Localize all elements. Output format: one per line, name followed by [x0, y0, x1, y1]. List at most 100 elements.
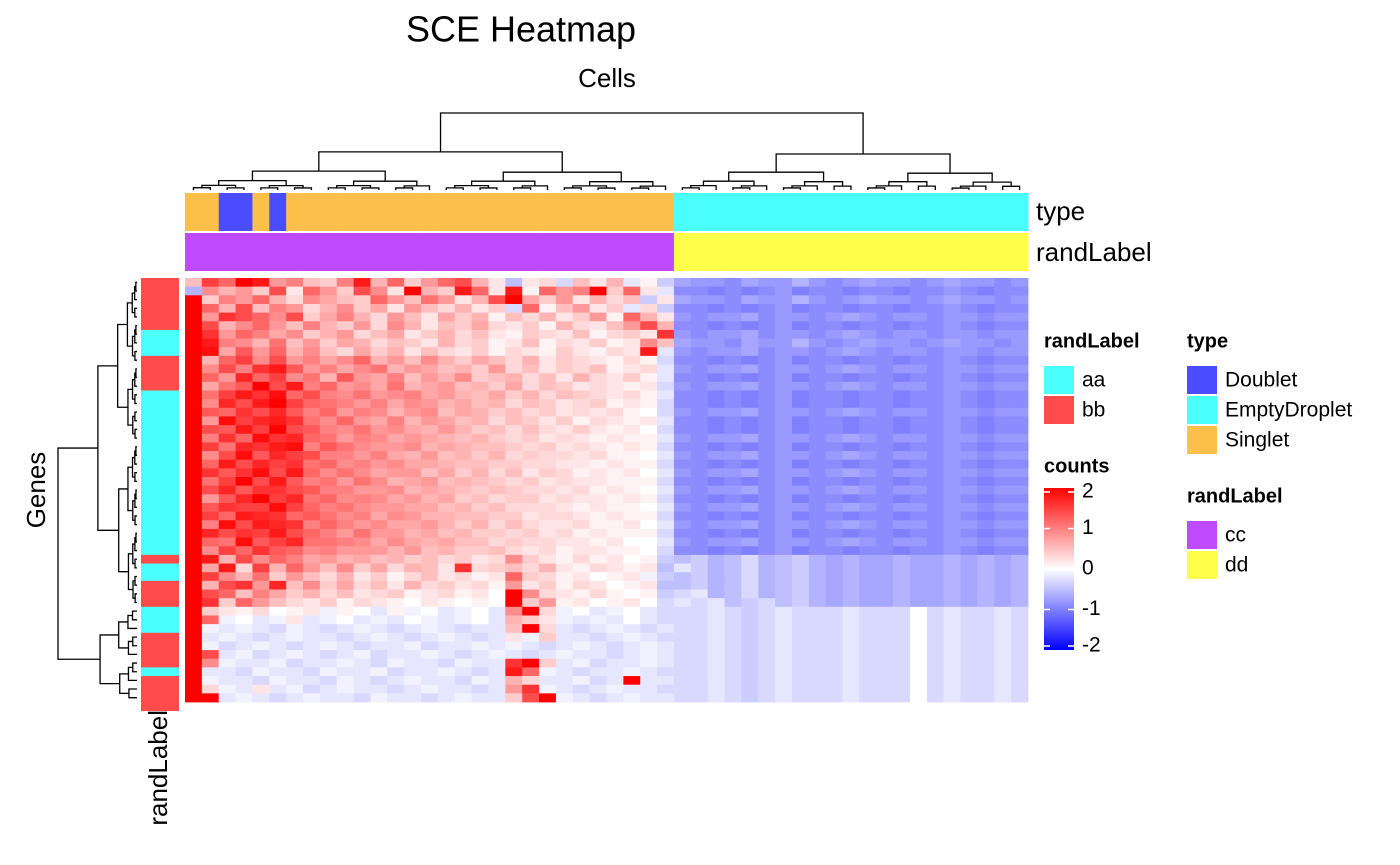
heatmap-cell — [303, 641, 321, 651]
heatmap-cell — [741, 667, 759, 677]
heatmap-cell — [505, 399, 523, 409]
heatmap-cell — [286, 425, 304, 435]
heatmap-cell — [589, 355, 607, 365]
heatmap-cell — [606, 321, 624, 331]
heatmap-cell — [404, 658, 422, 668]
heatmap-cell — [825, 598, 843, 608]
heatmap-cell — [201, 373, 220, 383]
heatmap-cell — [893, 329, 911, 339]
heatmap-cell — [555, 572, 574, 582]
heatmap-cell — [471, 546, 489, 556]
heatmap-cell — [724, 494, 742, 504]
heatmap-cell — [791, 537, 810, 547]
heatmap-cell — [421, 563, 439, 573]
heatmap-cell — [336, 407, 354, 417]
heatmap-cell — [943, 338, 961, 348]
heatmap-cell — [235, 572, 253, 582]
heatmap-cell — [741, 528, 759, 538]
heatmap-cell — [640, 667, 658, 677]
heatmap-cell — [201, 580, 220, 590]
heatmap-cell — [454, 511, 473, 521]
heatmap-cell — [724, 390, 742, 400]
heatmap-cell — [387, 520, 405, 530]
heatmap-cell — [1011, 407, 1029, 417]
heatmap-cell — [724, 468, 742, 478]
heatmap-cell — [336, 286, 354, 296]
heatmap-cell — [876, 390, 894, 400]
heatmap-cell — [960, 494, 978, 504]
heatmap-cell — [539, 364, 557, 374]
row-annotation-cell — [141, 364, 179, 374]
legend-title: type — [1187, 330, 1228, 352]
heatmap-cell — [387, 329, 405, 339]
heatmap-cell — [690, 459, 709, 469]
heatmap-cell — [336, 442, 354, 452]
heatmap-cell — [286, 442, 304, 452]
heatmap-cell — [994, 667, 1012, 677]
heatmap-cell — [218, 641, 236, 651]
heatmap-cell — [825, 624, 843, 634]
heatmap-cell — [404, 589, 422, 599]
heatmap-cell — [876, 494, 894, 504]
heatmap-cell — [994, 364, 1012, 374]
heatmap-cell — [640, 520, 658, 530]
heatmap-cell — [1011, 451, 1029, 461]
heatmap-cell — [640, 355, 658, 365]
heatmap-cell — [589, 667, 607, 677]
heatmap-cell — [319, 459, 338, 469]
column-annotation-cell — [876, 193, 894, 231]
heatmap-cell — [522, 425, 540, 435]
heatmap-cell — [303, 563, 321, 573]
heatmap-cell — [994, 278, 1012, 288]
heatmap-cell — [673, 589, 692, 599]
heatmap-cell — [960, 667, 978, 677]
dendrogram-branch — [470, 180, 536, 186]
heatmap-cell — [387, 684, 405, 694]
heatmap-cell — [404, 321, 422, 331]
heatmap-cell — [707, 295, 725, 305]
heatmap-cell — [555, 390, 574, 400]
heatmap-cell — [201, 494, 220, 504]
heatmap-cell — [926, 390, 945, 400]
row-annotation-cell — [141, 485, 179, 495]
heatmap-cell — [303, 364, 321, 374]
heatmap-cell — [235, 286, 253, 296]
heatmap-cell — [893, 606, 911, 616]
heatmap-cell — [657, 321, 675, 331]
heatmap-cell — [185, 528, 203, 538]
heatmap-cell — [336, 321, 354, 331]
heatmap-cell — [589, 641, 607, 651]
heatmap-cell — [859, 468, 877, 478]
legend-swatch — [1187, 426, 1217, 454]
heatmap-cell — [977, 658, 995, 668]
heatmap-cell — [522, 364, 540, 374]
heatmap-cell — [724, 606, 742, 616]
heatmap-cell — [201, 667, 220, 677]
heatmap-cell — [522, 399, 540, 409]
heatmap-cell — [387, 641, 405, 651]
heatmap-cell — [909, 554, 928, 564]
heatmap-cell — [404, 650, 422, 660]
heatmap-cell — [336, 650, 354, 660]
heatmap-cell — [370, 355, 388, 365]
heatmap-cell — [977, 295, 995, 305]
heatmap-cell — [724, 511, 742, 521]
column-annotation-cell — [185, 233, 203, 271]
heatmap-cell — [303, 321, 321, 331]
heatmap-cell — [589, 676, 607, 686]
column-annotation-cell — [909, 193, 928, 231]
heatmap-cell — [994, 511, 1012, 521]
heatmap-cell — [437, 468, 456, 478]
heatmap-cell — [286, 520, 304, 530]
heatmap-cell — [185, 312, 203, 322]
heatmap-cell — [960, 373, 978, 383]
heatmap-cell — [909, 321, 928, 331]
heatmap-cell — [623, 676, 641, 686]
heatmap-cell — [741, 658, 759, 668]
heatmap-cell — [606, 658, 624, 668]
heatmap-cell — [623, 528, 641, 538]
heatmap-cell — [960, 693, 978, 703]
dendrogram-branch — [134, 350, 137, 361]
heatmap-cell — [404, 546, 422, 556]
heatmap-cell — [859, 278, 877, 288]
